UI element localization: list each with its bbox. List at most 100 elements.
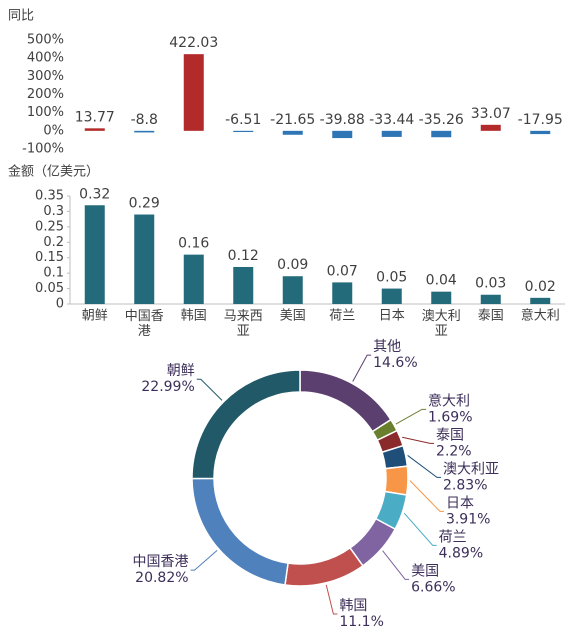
- slice-label: 其他: [373, 339, 401, 355]
- slice-value-label: 1.69%: [428, 409, 472, 425]
- donut-slice: [284, 546, 364, 587]
- bar: [381, 130, 402, 137]
- bar: [183, 254, 204, 304]
- slice-value-label: 6.66%: [411, 579, 455, 595]
- y-tick-label: 0: [56, 297, 64, 312]
- donut-slice: [384, 465, 409, 496]
- slice-value-label: 14.6%: [373, 355, 417, 371]
- data-label: 0.09: [277, 257, 308, 273]
- bar: [480, 294, 501, 304]
- bar: [183, 54, 204, 131]
- data-label: 0.02: [525, 279, 556, 295]
- bar: [233, 130, 254, 133]
- y-tick-label: -100%: [22, 142, 64, 157]
- leader-line: [196, 378, 223, 401]
- bar: [233, 266, 254, 304]
- slice-label: 美国: [411, 563, 439, 579]
- slice-value-label: 2.83%: [443, 477, 487, 493]
- y-tick-label: 0.3: [43, 204, 64, 219]
- data-label: 33.07: [471, 106, 511, 122]
- y-tick-label: 0.35: [35, 189, 64, 204]
- bar: [332, 130, 353, 139]
- data-label: 422.03: [169, 35, 218, 51]
- leader-line: [352, 354, 372, 382]
- slice-value-label: 20.82%: [135, 570, 188, 586]
- data-label: 13.77: [75, 109, 115, 125]
- slice-label: 泰国: [436, 427, 464, 443]
- bar: [530, 297, 551, 304]
- data-label: -21.65: [270, 112, 315, 128]
- x-tick-label: 美国: [280, 309, 306, 324]
- data-label: -39.88: [320, 112, 365, 128]
- y-tick-label: 0.1: [43, 266, 64, 281]
- y-tick-label: 0.05: [35, 281, 64, 296]
- bar: [381, 288, 402, 304]
- bar: [431, 291, 452, 304]
- leader-line: [190, 549, 218, 571]
- data-label: -33.44: [369, 112, 414, 128]
- y-tick-label: 100%: [27, 105, 64, 120]
- data-label: -35.26: [419, 112, 464, 128]
- data-label: -6.51: [225, 112, 261, 128]
- data-label: 0.05: [376, 270, 407, 286]
- slice-label: 意大利: [428, 392, 470, 409]
- slice-label: 韩国: [339, 598, 367, 614]
- y-tick-label: 0.15: [35, 250, 64, 265]
- leader-line: [402, 436, 435, 444]
- slice-value-label: 22.99%: [141, 379, 194, 395]
- bar: [134, 130, 155, 133]
- donut-slice: [191, 369, 301, 480]
- data-label: -17.95: [518, 112, 563, 128]
- x-tick-label: 韩国: [181, 309, 207, 324]
- slice-value-label: 11.1%: [339, 614, 383, 630]
- slice-value-label: 3.91%: [446, 511, 490, 527]
- x-tick-label: 朝鲜: [82, 309, 108, 324]
- donut-slice: [191, 477, 289, 586]
- slice-value-label: 2.2%: [436, 443, 472, 459]
- leader-line: [325, 584, 338, 615]
- y-tick-label: 500%: [27, 33, 64, 48]
- y-axis-title: 同比: [8, 9, 34, 24]
- slice-label: 朝鲜: [167, 363, 195, 379]
- leader-line: [382, 550, 410, 580]
- bar: [84, 205, 105, 304]
- x-tick-label: 荷兰: [329, 309, 355, 324]
- bar: [332, 282, 353, 304]
- x-tick-label: 马来西亚: [224, 309, 263, 339]
- bar: [282, 130, 303, 135]
- bar: [530, 130, 551, 135]
- x-tick-label: 日本: [379, 309, 405, 324]
- data-label: 0.12: [228, 248, 259, 264]
- slice-label: 日本: [446, 495, 474, 511]
- y-tick-label: 0%: [43, 123, 64, 138]
- slice-label: 荷兰: [439, 529, 467, 545]
- bar: [282, 276, 303, 304]
- slice-label: 中国香港: [133, 554, 189, 570]
- data-label: 0.16: [178, 236, 209, 252]
- y-axis-title: 金额（亿美元）: [8, 164, 99, 180]
- data-label: 0.32: [79, 186, 110, 202]
- leader-line: [395, 408, 427, 425]
- leader-line: [409, 480, 444, 512]
- y-tick-label: 0.2: [43, 235, 64, 250]
- donut-slice: [299, 369, 392, 433]
- bar: [134, 214, 155, 304]
- data-label: 0.03: [475, 276, 506, 292]
- bar: [431, 130, 452, 138]
- slice-label: 澳大利亚: [443, 461, 499, 477]
- x-tick-label: 澳大利亚: [422, 308, 461, 339]
- x-tick-label: 意大利: [521, 308, 560, 324]
- y-tick-label: 200%: [27, 87, 64, 102]
- bar: [480, 124, 501, 131]
- data-label: 0.29: [129, 196, 160, 212]
- data-label: 0.07: [327, 263, 358, 279]
- bar: [84, 128, 105, 131]
- x-tick-label: 泰国: [478, 309, 504, 324]
- leader-line: [407, 455, 442, 478]
- slice-value-label: 4.89%: [439, 545, 483, 561]
- y-tick-label: 300%: [27, 69, 64, 84]
- y-tick-label: 400%: [27, 51, 64, 66]
- y-tick-label: 0.25: [35, 219, 64, 234]
- data-label: 0.04: [426, 273, 457, 289]
